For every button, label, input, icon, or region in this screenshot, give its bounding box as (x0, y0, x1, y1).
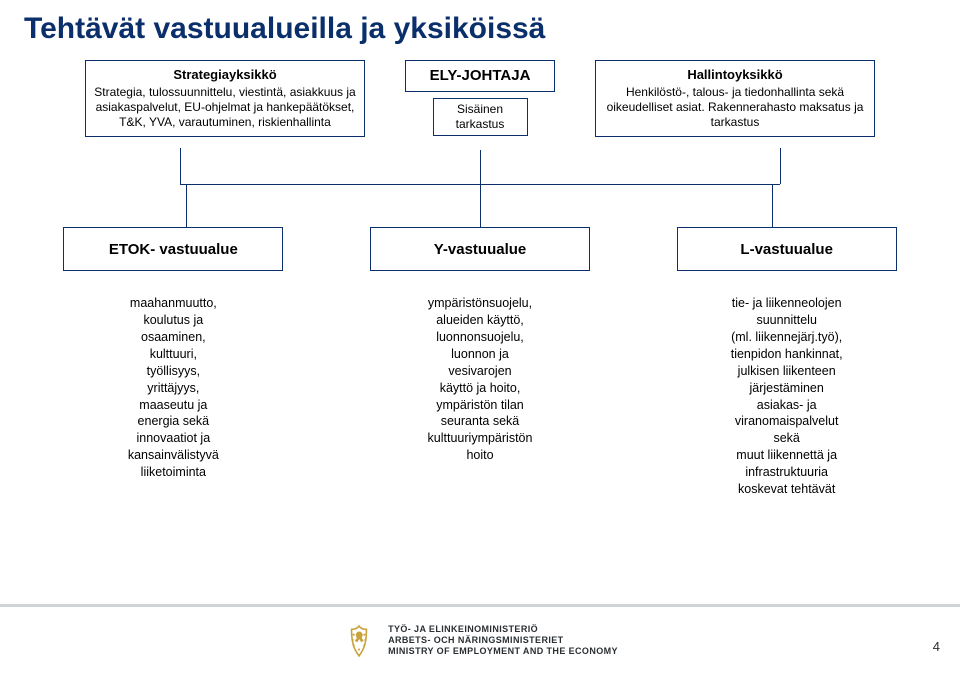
ely-column: ELY-JOHTAJA Sisäinen tarkastus (405, 60, 555, 137)
etok-desc: maahanmuutto,koulutus jaosaaminen,kulttu… (128, 295, 219, 481)
row-top: Strategiayksikkö Strategia, tulossuunnit… (40, 60, 920, 137)
org-chart: Strategiayksikkö Strategia, tulossuunnit… (0, 50, 960, 498)
y-column: Y-vastuualue ympäristönsuojelu,alueiden … (357, 227, 604, 498)
lion-crest-icon (342, 624, 376, 658)
ely-johtaja-box: ELY-JOHTAJA (405, 60, 555, 92)
logo-line-3: MINISTRY OF EMPLOYMENT AND THE ECONOMY (388, 646, 618, 657)
admin-unit-box: Hallintoyksikkö Henkilöstö-, talous- ja … (595, 60, 875, 137)
admin-heading: Hallintoyksikkö (604, 67, 866, 83)
ministry-text: TYÖ- JA ELINKEINOMINISTERIÖ ARBETS- OCH … (388, 624, 618, 658)
footer: TYÖ- JA ELINKEINOMINISTERIÖ ARBETS- OCH … (0, 604, 960, 674)
ely-label: ELY-JOHTAJA (430, 67, 531, 86)
logo-line-2: ARBETS- OCH NÄRINGSMINISTERIET (388, 635, 618, 646)
l-head-box: L-vastuualue (677, 227, 897, 271)
internal-audit-line1: Sisäinen (438, 102, 523, 117)
etok-column: ETOK- vastuualue maahanmuutto,koulutus j… (50, 227, 297, 498)
strategy-body: Strategia, tulossuunnittelu, viestintä, … (94, 85, 355, 129)
internal-audit-box: Sisäinen tarkastus (433, 98, 528, 136)
page-title: Tehtävät vastuualueilla ja yksiköissä (0, 0, 960, 50)
l-desc: tie- ja liikenneolojensuunnittelu(ml. li… (731, 295, 843, 498)
y-head-box: Y-vastuualue (370, 227, 590, 271)
admin-body: Henkilöstö-, talous- ja tiedonhallinta s… (607, 85, 864, 129)
row-bottom: ETOK- vastuualue maahanmuutto,koulutus j… (40, 227, 920, 498)
ministry-logo: TYÖ- JA ELINKEINOMINISTERIÖ ARBETS- OCH … (342, 624, 618, 658)
l-column: L-vastuualue tie- ja liikenneolojensuunn… (663, 227, 910, 498)
logo-line-1: TYÖ- JA ELINKEINOMINISTERIÖ (388, 624, 618, 635)
strategy-unit-box: Strategiayksikkö Strategia, tulossuunnit… (85, 60, 365, 137)
y-desc: ympäristönsuojelu,alueiden käyttö,luonno… (428, 295, 533, 464)
strategy-heading: Strategiayksikkö (94, 67, 356, 83)
internal-audit-line2: tarkastus (438, 117, 523, 132)
page-number: 4 (933, 639, 940, 654)
etok-head-box: ETOK- vastuualue (63, 227, 283, 271)
